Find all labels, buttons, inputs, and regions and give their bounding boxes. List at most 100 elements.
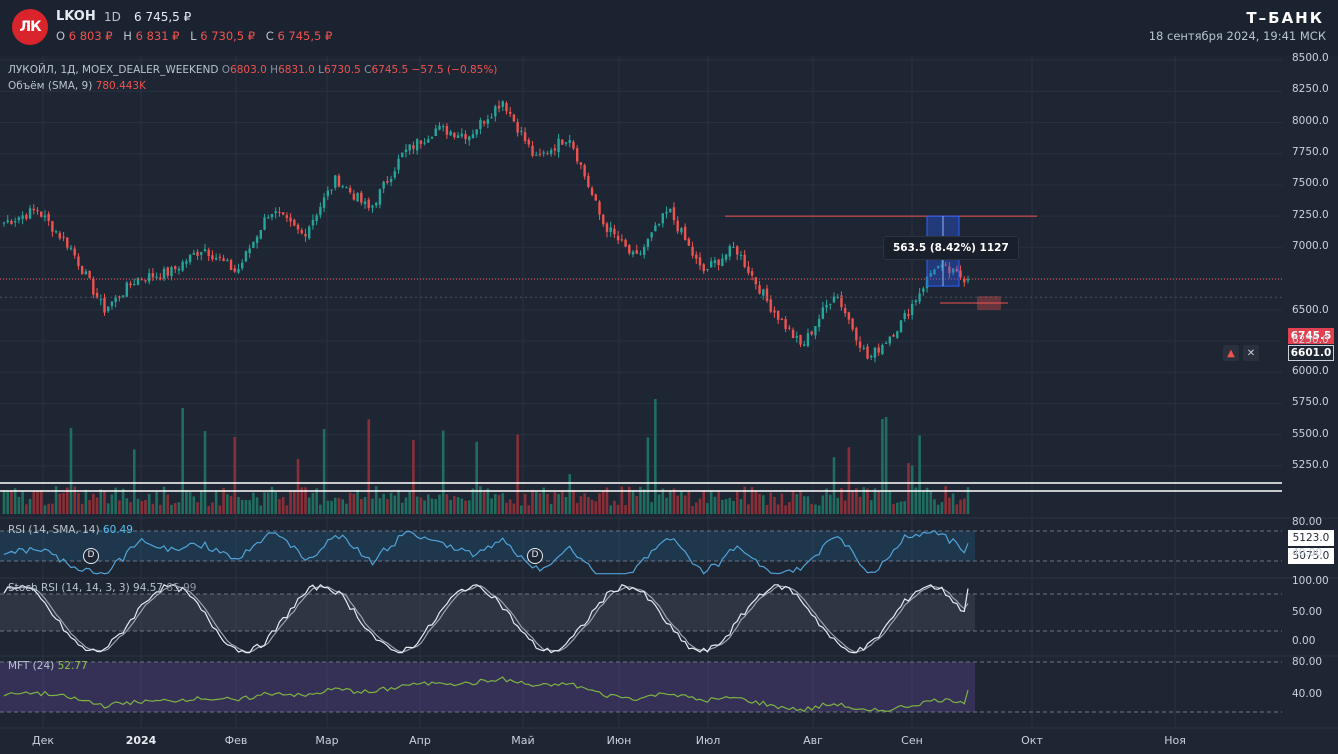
candle-body (92, 278, 95, 295)
candle-body (207, 249, 210, 256)
ticker-symbol[interactable]: LKOH (56, 9, 96, 24)
candle-body (326, 190, 330, 197)
candle-body (367, 199, 370, 209)
candle-body (940, 264, 944, 268)
volume-bar (825, 488, 828, 514)
candle-body (732, 246, 735, 248)
volume-bar (333, 497, 337, 514)
candle-body (501, 101, 504, 107)
candle-body (549, 150, 553, 154)
chart-canvas[interactable] (0, 56, 1338, 754)
close-icon[interactable]: ✕ (1243, 345, 1259, 361)
volume-bar (683, 495, 687, 514)
volume-bar (118, 500, 121, 514)
chart-area[interactable]: ЛУКОЙЛ, 1Д, MOEX_DEALER_WEEKEND O6803.0 … (0, 56, 1338, 754)
candle-body (95, 292, 99, 298)
volume-bar (21, 490, 24, 514)
candle-body (951, 268, 955, 273)
volume-bar (307, 497, 311, 514)
volume-bar (389, 492, 393, 514)
legend-series-name: ЛУКОЙЛ, 1Д, MOEX_DEALER_WEEKEND (8, 64, 219, 76)
volume-bar (709, 490, 713, 514)
candle-body (21, 215, 24, 219)
candle-body (177, 268, 181, 271)
candle-body (843, 308, 847, 314)
candle-body (657, 224, 661, 226)
volume-bar (352, 493, 356, 514)
candle-body (77, 256, 80, 266)
price-tick-label: 5500.0 (1292, 427, 1329, 440)
candle-body (769, 299, 772, 312)
volume-bar (951, 493, 955, 514)
volume-bar (735, 490, 739, 514)
alert-price-tag[interactable]: 6601.0 (1288, 345, 1334, 361)
volume-bar (650, 502, 653, 514)
volume-bar (438, 494, 441, 514)
interval-selector[interactable]: 1D (104, 10, 121, 24)
volume-bar (92, 493, 95, 514)
volume-bar (173, 503, 177, 514)
candle-body (222, 258, 225, 261)
candle-body (762, 289, 765, 296)
price-tick-label: 6000.0 (1292, 365, 1329, 377)
candle-body (322, 197, 326, 208)
volume-bar (25, 504, 28, 514)
volume-value: 780.443K (95, 80, 146, 92)
volume-bar (36, 491, 39, 514)
volume-bar (516, 434, 519, 514)
volume-bar (188, 492, 192, 514)
candle-body (892, 334, 895, 337)
candle-body (419, 140, 423, 144)
candle-body (788, 327, 791, 329)
candle-body (371, 205, 374, 208)
volume-bar (657, 494, 661, 514)
candle-body (43, 215, 47, 218)
candle-body (937, 266, 940, 269)
rsi-legend: RSI (14, SMA, 14) 60.49 (8, 524, 133, 536)
volume-bar (207, 505, 211, 514)
volume-bar (266, 492, 270, 514)
volume-bar (955, 504, 959, 514)
candle-body (557, 138, 560, 153)
candle-body (140, 279, 143, 281)
volume-bar (218, 505, 222, 514)
ohlc-low-key: L (190, 29, 197, 43)
volume-bar (471, 488, 475, 514)
volume-bar (427, 494, 430, 514)
timestamp: 18 сентября 2024, 19:41 МСК (1148, 29, 1326, 43)
candle-body (382, 181, 385, 189)
candle-body (330, 189, 333, 191)
candle-body (814, 326, 817, 336)
candle-body (963, 278, 966, 283)
candle-body (709, 261, 713, 268)
price-range-measure-label[interactable]: 563.5 (8.42%) 1127 (883, 236, 1019, 260)
dividend-badge[interactable]: D (83, 548, 99, 564)
candle-body (650, 232, 653, 238)
dividend-badge[interactable]: D (527, 548, 543, 564)
stoch-rsi-label: Stoch RSI (14, 14, 3, 3) (8, 582, 130, 594)
candle-body (107, 306, 110, 312)
volume-bar (613, 500, 616, 514)
candle-body (334, 175, 337, 188)
volume-bar (642, 489, 646, 514)
volume-bar (226, 494, 229, 514)
candle-body (32, 208, 35, 211)
volume-bar (832, 457, 836, 514)
volume-bar (73, 486, 77, 514)
alert-bell-icon[interactable]: ▲ (1223, 345, 1239, 361)
volume-bar (103, 490, 106, 514)
candle-body (784, 319, 787, 330)
volume-bar (412, 439, 415, 514)
volume-bar (330, 500, 333, 514)
candle-body (62, 236, 65, 238)
volume-bar (244, 499, 248, 514)
volume-bar (296, 458, 300, 514)
volume-bar (728, 498, 732, 514)
volume-bar (315, 488, 318, 514)
volume-bar (233, 436, 237, 514)
volume-bar (311, 492, 315, 514)
rsi-value: 60.49 (102, 524, 133, 536)
candle-body (877, 347, 880, 353)
volume-legend: Объём (SMA, 9) 780.443K (8, 80, 146, 92)
candle-body (505, 103, 508, 112)
